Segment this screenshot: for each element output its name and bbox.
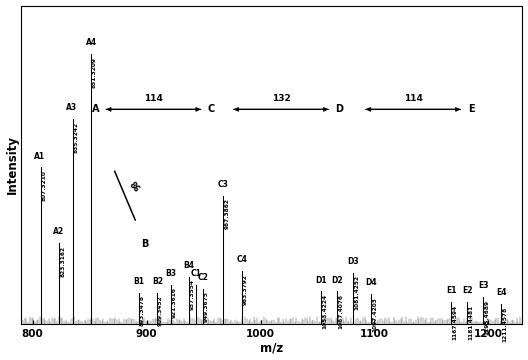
Text: 114: 114 bbox=[144, 94, 163, 103]
Text: D1: D1 bbox=[316, 276, 327, 285]
Text: 1195.4689: 1195.4689 bbox=[484, 300, 489, 334]
Text: 823.3162: 823.3162 bbox=[60, 246, 65, 277]
Text: D3: D3 bbox=[347, 257, 359, 266]
Text: E1: E1 bbox=[446, 286, 457, 295]
Text: 909.3452: 909.3452 bbox=[158, 296, 163, 326]
Text: 893.3478: 893.3478 bbox=[140, 296, 145, 327]
Text: C3: C3 bbox=[218, 180, 229, 189]
Text: A4: A4 bbox=[86, 39, 97, 48]
Text: A3: A3 bbox=[66, 103, 78, 112]
Text: A1: A1 bbox=[34, 152, 45, 161]
Text: 949.3675: 949.3675 bbox=[204, 292, 209, 322]
Text: 937.3554: 937.3554 bbox=[190, 279, 195, 310]
Text: C1: C1 bbox=[191, 269, 201, 278]
Text: D2: D2 bbox=[332, 276, 343, 285]
Text: 1167.4594: 1167.4594 bbox=[452, 305, 457, 339]
Text: B2: B2 bbox=[152, 277, 163, 286]
Text: 132: 132 bbox=[271, 94, 290, 103]
Text: B3: B3 bbox=[165, 269, 176, 278]
Text: E3: E3 bbox=[478, 281, 488, 290]
Text: A2: A2 bbox=[53, 227, 64, 236]
Text: 1211.4578: 1211.4578 bbox=[502, 306, 507, 342]
Text: D: D bbox=[335, 104, 343, 114]
Text: A: A bbox=[92, 104, 99, 114]
Text: 967.3862: 967.3862 bbox=[224, 198, 229, 229]
Text: 114: 114 bbox=[404, 94, 422, 103]
Y-axis label: Intensity: Intensity bbox=[6, 135, 18, 194]
Text: E2: E2 bbox=[462, 286, 473, 295]
Text: 807.3210: 807.3210 bbox=[42, 170, 47, 201]
Text: C2: C2 bbox=[197, 273, 208, 282]
Text: B: B bbox=[140, 239, 148, 249]
Text: C: C bbox=[208, 104, 215, 114]
Text: D4: D4 bbox=[365, 278, 378, 287]
Text: 1053.4224: 1053.4224 bbox=[322, 294, 327, 329]
Text: 1097.4203: 1097.4203 bbox=[372, 297, 378, 332]
Text: 983.3792: 983.3792 bbox=[242, 274, 248, 305]
Text: B1: B1 bbox=[134, 277, 145, 286]
Text: 1081.4252: 1081.4252 bbox=[354, 275, 359, 310]
Text: E4: E4 bbox=[496, 288, 506, 297]
X-axis label: m/z: m/z bbox=[260, 341, 284, 355]
Text: 851.3209: 851.3209 bbox=[92, 57, 97, 88]
Text: 86: 86 bbox=[127, 181, 141, 194]
Text: C4: C4 bbox=[236, 256, 247, 265]
Text: B4: B4 bbox=[184, 261, 195, 270]
Text: 921.3616: 921.3616 bbox=[172, 287, 177, 318]
Text: 1181.4481: 1181.4481 bbox=[468, 305, 473, 339]
Text: E: E bbox=[468, 104, 475, 114]
Text: 835.3242: 835.3242 bbox=[74, 122, 79, 153]
Text: 1067.4076: 1067.4076 bbox=[338, 294, 343, 329]
